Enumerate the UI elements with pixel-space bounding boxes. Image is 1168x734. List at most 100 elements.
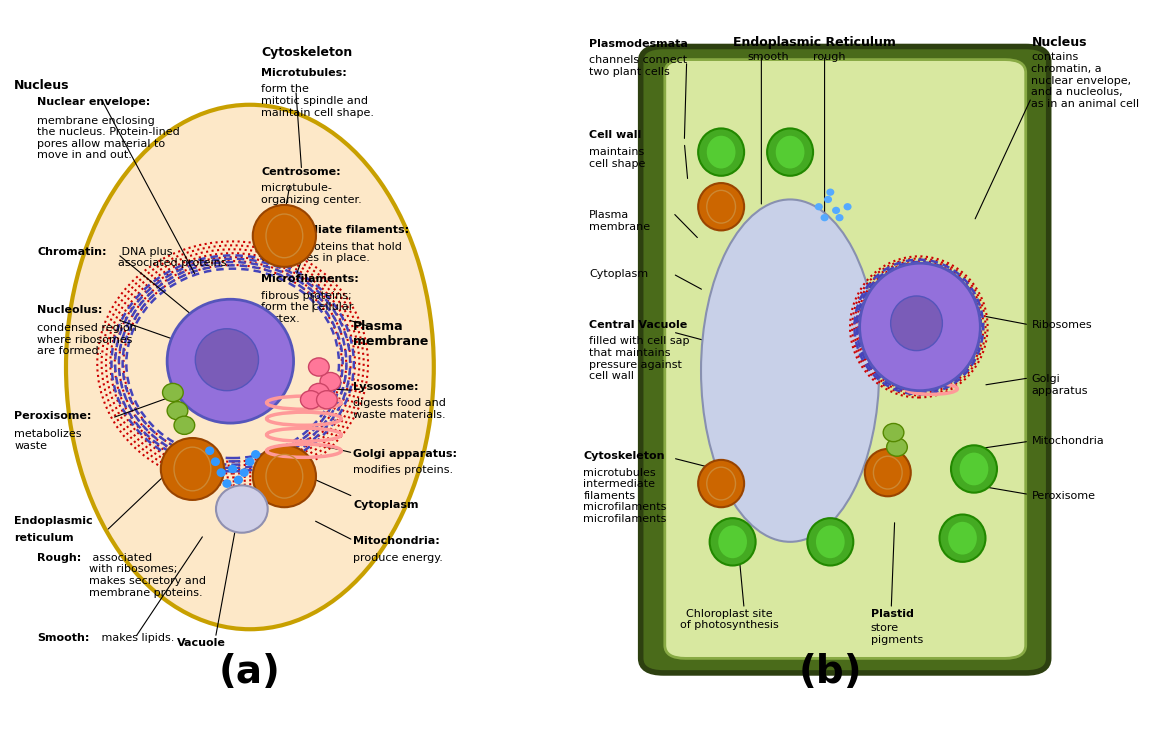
- Text: Endoplasmic Reticulum: Endoplasmic Reticulum: [732, 35, 896, 48]
- Ellipse shape: [816, 526, 844, 559]
- Text: Lysosome:: Lysosome:: [354, 382, 419, 391]
- Text: Mitochondria:: Mitochondria:: [354, 536, 440, 546]
- Text: Plasma
membrane: Plasma membrane: [354, 319, 429, 348]
- Text: contains
chromatin, a
nuclear envelope,
and a nucleolus,
as in an animal cell: contains chromatin, a nuclear envelope, …: [1031, 52, 1140, 109]
- Text: reticulum: reticulum: [14, 533, 74, 543]
- Ellipse shape: [210, 457, 220, 466]
- Text: digests food and
waste materials.: digests food and waste materials.: [354, 399, 446, 420]
- Text: maintains
cell shape: maintains cell shape: [589, 147, 646, 169]
- Text: produce energy.: produce energy.: [354, 553, 443, 563]
- Ellipse shape: [815, 203, 822, 211]
- Ellipse shape: [252, 205, 317, 267]
- Ellipse shape: [308, 358, 329, 376]
- Ellipse shape: [222, 479, 231, 488]
- Ellipse shape: [883, 424, 904, 442]
- Ellipse shape: [826, 189, 834, 196]
- Text: Microfilaments:: Microfilaments:: [262, 274, 359, 284]
- Text: condensed region
where ribosomes
are formed.: condensed region where ribosomes are for…: [37, 323, 137, 357]
- Text: rough: rough: [813, 52, 846, 62]
- Ellipse shape: [698, 183, 744, 230]
- Text: Microtubules:: Microtubules:: [262, 68, 347, 79]
- Ellipse shape: [701, 200, 880, 542]
- Ellipse shape: [917, 374, 934, 390]
- Text: Peroxisome: Peroxisome: [1031, 491, 1096, 501]
- Text: channels connect
two plant cells: channels connect two plant cells: [589, 55, 687, 77]
- Ellipse shape: [67, 105, 433, 629]
- Text: associated
with ribosomes;
makes secretory and
membrane proteins.: associated with ribosomes; makes secreto…: [89, 553, 206, 597]
- Text: Cytoskeleton: Cytoskeleton: [262, 46, 353, 59]
- Text: Cytoskeleton: Cytoskeleton: [583, 451, 665, 461]
- Text: Golgi
apparatus: Golgi apparatus: [1031, 374, 1087, 396]
- Text: Nucleus: Nucleus: [14, 79, 70, 92]
- Text: form the
mitotic spindle and
maintain cell shape.: form the mitotic spindle and maintain ce…: [262, 84, 375, 117]
- Ellipse shape: [948, 522, 976, 555]
- Text: Chloroplast site
of photosynthesis: Chloroplast site of photosynthesis: [680, 608, 779, 631]
- Ellipse shape: [251, 450, 260, 459]
- Text: (b): (b): [799, 653, 862, 691]
- Ellipse shape: [864, 449, 911, 496]
- Ellipse shape: [960, 453, 988, 485]
- Ellipse shape: [707, 136, 736, 169]
- Ellipse shape: [167, 401, 188, 420]
- Text: modifies proteins.: modifies proteins.: [354, 465, 453, 476]
- Ellipse shape: [835, 214, 843, 222]
- Ellipse shape: [843, 203, 851, 211]
- Ellipse shape: [167, 299, 293, 423]
- Text: Rough:: Rough:: [37, 553, 82, 563]
- Ellipse shape: [161, 438, 224, 500]
- Ellipse shape: [228, 465, 237, 473]
- Text: filled with cell sap
that maintains
pressure against
cell wall: filled with cell sap that maintains pres…: [589, 336, 689, 381]
- Ellipse shape: [767, 128, 813, 175]
- Ellipse shape: [698, 460, 744, 507]
- Text: membrane enclosing
the nucleus. Protein-lined
pores allow material to
move in an: membrane enclosing the nucleus. Protein-…: [37, 116, 180, 161]
- Ellipse shape: [317, 390, 338, 409]
- Ellipse shape: [245, 457, 255, 466]
- Text: Cytoplasm: Cytoplasm: [589, 269, 648, 279]
- Ellipse shape: [891, 296, 943, 351]
- Text: Intermediate filaments:: Intermediate filaments:: [262, 225, 410, 235]
- Text: Plasmodesmata: Plasmodesmata: [589, 39, 688, 49]
- Ellipse shape: [252, 446, 317, 507]
- Ellipse shape: [718, 526, 748, 559]
- Text: Nuclear envelope:: Nuclear envelope:: [37, 98, 151, 107]
- Ellipse shape: [905, 363, 923, 379]
- Text: smooth: smooth: [748, 52, 790, 62]
- Ellipse shape: [216, 468, 225, 477]
- Ellipse shape: [821, 214, 828, 222]
- Text: Central Vacuole: Central Vacuole: [589, 319, 687, 330]
- Text: fibrous proteins;
form the cellular
cortex.: fibrous proteins; form the cellular cort…: [262, 291, 354, 324]
- Text: Ribosomes: Ribosomes: [1031, 319, 1092, 330]
- Text: Golgi apparatus:: Golgi apparatus:: [354, 448, 458, 459]
- Text: Vacuole: Vacuole: [178, 638, 227, 648]
- Text: Plastid: Plastid: [870, 608, 913, 619]
- Text: (a): (a): [218, 653, 280, 691]
- Ellipse shape: [832, 207, 840, 214]
- Text: fibrous proteins that hold
organelles in place.: fibrous proteins that hold organelles in…: [262, 241, 402, 264]
- Text: store
pigments: store pigments: [870, 623, 923, 645]
- Text: Mitochondria: Mitochondria: [1031, 436, 1104, 446]
- Ellipse shape: [698, 128, 744, 175]
- Ellipse shape: [162, 383, 183, 401]
- Ellipse shape: [951, 446, 997, 493]
- Ellipse shape: [300, 390, 321, 409]
- Text: Plasma
membrane: Plasma membrane: [589, 211, 651, 232]
- FancyBboxPatch shape: [665, 59, 1026, 658]
- Text: Endoplasmic: Endoplasmic: [14, 516, 93, 526]
- Ellipse shape: [234, 476, 243, 484]
- Ellipse shape: [860, 264, 980, 390]
- Ellipse shape: [320, 372, 341, 390]
- Ellipse shape: [807, 518, 854, 565]
- Ellipse shape: [823, 196, 832, 203]
- Ellipse shape: [216, 485, 267, 533]
- Text: Centrosome:: Centrosome:: [262, 167, 341, 177]
- Text: makes lipids.: makes lipids.: [98, 633, 174, 643]
- Ellipse shape: [174, 416, 195, 435]
- Text: microtubules
intermediate
filaments
microfilaments
microfilaments: microtubules intermediate filaments micr…: [583, 468, 667, 524]
- Ellipse shape: [239, 468, 249, 477]
- Text: Smooth:: Smooth:: [37, 633, 90, 643]
- Text: microtubule-
organizing center.: microtubule- organizing center.: [262, 184, 362, 205]
- Text: metabolizes
waste: metabolizes waste: [14, 429, 82, 451]
- Ellipse shape: [925, 363, 943, 379]
- Ellipse shape: [195, 329, 258, 390]
- Text: Cell wall: Cell wall: [589, 130, 641, 140]
